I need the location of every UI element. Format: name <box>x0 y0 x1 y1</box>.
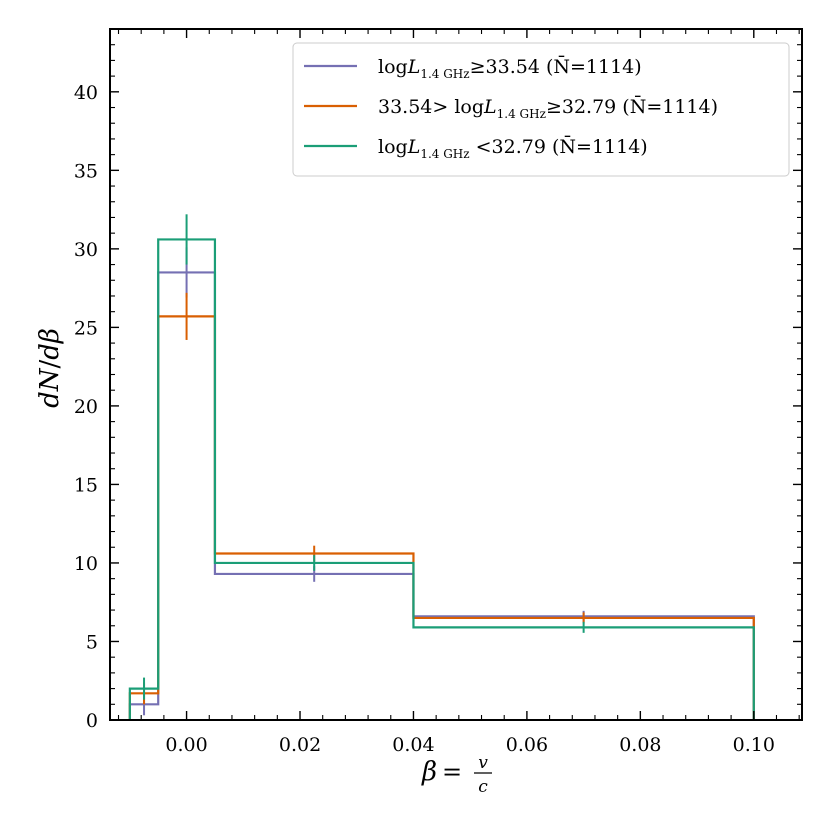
x-tick-label: 0.00 <box>165 734 207 756</box>
y-tick-label: 25 <box>74 317 98 339</box>
legend-label: logL1.4 GHz≥33.54 (N̄=1114) <box>378 55 642 81</box>
svg-text:c: c <box>478 777 488 797</box>
axis-ticks: 0.00 0.02 0.04 0.06 0.08 0.10 0 5 10 15 20 25 30 35 40 <box>74 29 802 756</box>
plot-frame <box>109 28 803 721</box>
svg-text:=: = <box>442 758 462 786</box>
y-tick-label: 5 <box>86 631 98 653</box>
histogram-step-line <box>128 238 755 720</box>
y-tick-label: 35 <box>74 160 98 182</box>
legend-label: logL1.4 GHz <32.79 (N̄=1114) <box>378 135 648 161</box>
legend-box <box>292 42 790 177</box>
y-axis-label: dN/dβ <box>35 328 65 408</box>
legend-entry: 33.54> logL1.4 GHz≥32.79 (N̄=1114) <box>304 95 718 121</box>
x-axis-label: β = v c <box>421 753 492 797</box>
x-tick-label: 0.10 <box>733 734 775 756</box>
legend-entry: logL1.4 GHz≥33.54 (N̄=1114) <box>304 55 642 81</box>
series-1 <box>128 247 755 720</box>
series-3 <box>128 214 755 720</box>
y-tick-label: 10 <box>74 553 98 575</box>
x-tick-label: 0.04 <box>392 734 434 756</box>
legend-entry: logL1.4 GHz <32.79 (N̄=1114) <box>304 135 648 161</box>
histogram-step-line <box>128 271 755 720</box>
x-tick-label: 0.02 <box>279 734 321 756</box>
svg-text:v: v <box>478 753 488 773</box>
series-group <box>128 214 755 720</box>
histogram-step-line <box>128 315 755 720</box>
x-tick-label: 0.06 <box>506 734 548 756</box>
y-tick-label: 15 <box>74 474 98 496</box>
y-tick-label: 20 <box>74 396 98 418</box>
legend-label: 33.54> logL1.4 GHz≥32.79 (N̄=1114) <box>378 95 718 121</box>
y-tick-label: 30 <box>74 239 98 261</box>
series-2 <box>128 292 755 720</box>
y-tick-label: 0 <box>86 710 98 732</box>
legend: logL1.4 GHz≥33.54 (N̄=1114) 33.54> logL1.… <box>292 42 790 177</box>
y-tick-label: 40 <box>74 82 98 104</box>
x-tick-label: 0.08 <box>619 734 661 756</box>
svg-text:β: β <box>421 757 437 787</box>
